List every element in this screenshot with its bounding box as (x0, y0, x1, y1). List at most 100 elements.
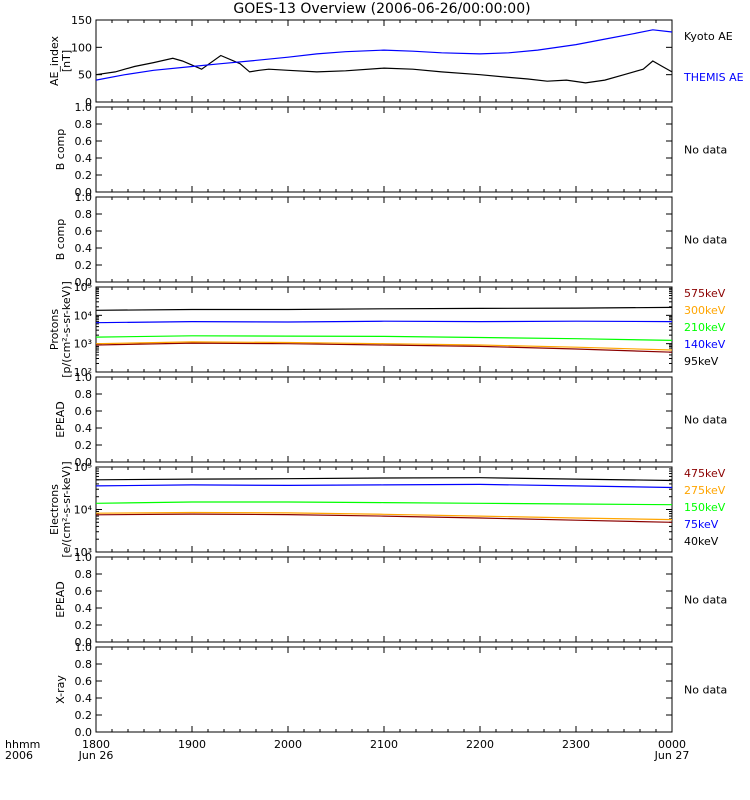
panel-frame (95, 196, 673, 283)
legend-entry: 300keV (684, 304, 726, 317)
y-tick-label: 10³ (74, 338, 92, 351)
panel-stack: 0 50 100 150 AE_index [nT] Kyoto AE THEMIS AE 0.… (48, 14, 744, 739)
y-tick-label: 0.0 (75, 456, 93, 469)
panel-nodata-2: 0.0 0.2 0.4 0.6 0.8 1.0 B comp No data (54, 101, 727, 199)
x-tick-date-label: Jun 26 (78, 749, 114, 762)
no-data-note: No data (684, 414, 727, 427)
panel-nodata-8: 0.0 0.2 0.4 0.6 0.8 1.0 X-ray No data (54, 641, 727, 739)
y-tick-label: 0.0 (75, 726, 93, 739)
panel-frame (95, 376, 673, 463)
y-tick-label: 0.8 (75, 208, 93, 221)
no-data-note: No data (684, 234, 727, 247)
panel-electrons-6: 10³ 10⁴ 10⁵ Electrons [e/(cm²-s-sr-keV)] 475k… (48, 461, 726, 559)
series-line-95kev (95, 306, 673, 311)
y-axis-label: B comp (54, 219, 67, 261)
legend-entry: 75keV (684, 518, 719, 531)
y-tick-label: 0.8 (75, 568, 93, 581)
no-data-note: No data (684, 144, 727, 157)
y-tick-label: 1.0 (75, 371, 93, 384)
panel-frame (95, 646, 673, 733)
series-line-300kev (95, 341, 673, 351)
y-tick-label: 0.2 (75, 619, 93, 632)
y-tick-label: 100 (71, 41, 92, 54)
legend-entry: 140keV (684, 338, 726, 351)
y-tick-label: 0.8 (75, 118, 93, 131)
x-tick-date-label: Jun 27 (654, 749, 690, 762)
x-tick-label: 0000 (658, 738, 686, 751)
y-tick-label: 0.0 (75, 186, 93, 199)
y-tick-label: 0.4 (75, 422, 93, 435)
x-axis-row1-label: hhmm (5, 738, 40, 751)
legend-entry: 575keV (684, 287, 726, 300)
y-axis-label: [nT] (60, 50, 73, 72)
legend-entry: 95keV (684, 355, 719, 368)
x-tick-label: 2000 (274, 738, 302, 751)
y-tick-label: 0 (85, 96, 92, 109)
series-line-150kev (95, 501, 673, 506)
y-tick-label: 0.8 (75, 388, 93, 401)
y-tick-label: 0.2 (75, 169, 93, 182)
legend-entry: 475keV (684, 467, 726, 480)
y-tick-label: 150 (71, 14, 92, 27)
y-tick-label: 0.6 (75, 675, 93, 688)
panel-nodata-5: 0.0 0.2 0.4 0.6 0.8 1.0 EPEAD No data (54, 371, 727, 469)
y-tick-label: 0.4 (75, 152, 93, 165)
legend-entry: 150keV (684, 501, 726, 514)
legend-entry: THEMIS AE (683, 71, 744, 84)
y-axis-label: EPEAD (54, 401, 67, 438)
y-axis-label: [p/(cm²-s-sr-keV)] (60, 281, 73, 378)
y-tick-label: 50 (78, 69, 92, 82)
series-line-kyoto-ae (95, 54, 673, 84)
x-tick-label: 2100 (370, 738, 398, 751)
y-axis-label: Protons (48, 309, 61, 350)
y-tick-label: 0.6 (75, 225, 93, 238)
y-tick-label: 0.0 (75, 636, 93, 649)
y-axis-label: B comp (54, 129, 67, 171)
y-axis-label: Electrons (48, 484, 61, 535)
panel-frame (95, 286, 673, 373)
y-tick-label: 10⁴ (74, 309, 93, 322)
panel-nodata-3: 0.0 0.2 0.4 0.6 0.8 1.0 B comp No data (54, 191, 727, 289)
y-tick-label: 10⁵ (74, 281, 92, 294)
y-tick-label: 1.0 (75, 191, 93, 204)
y-tick-label: 0.6 (75, 405, 93, 418)
y-axis-label: AE_index (48, 35, 61, 86)
y-tick-label: 0.2 (75, 259, 93, 272)
y-tick-label: 0.4 (75, 242, 93, 255)
y-axis-label: X-ray (54, 675, 67, 704)
y-tick-label: 0.8 (75, 658, 93, 671)
series-line-75kev (95, 483, 673, 489)
y-tick-label: 0.2 (75, 439, 93, 452)
y-tick-label: 10⁴ (74, 504, 93, 517)
panel-nodata-7: 0.0 0.2 0.4 0.6 0.8 1.0 EPEAD No data (54, 551, 727, 649)
y-tick-label: 10² (74, 366, 92, 379)
legend-entry: 210keV (684, 321, 726, 334)
no-data-note: No data (684, 594, 727, 607)
panel-protons-4: 10² 10³ 10⁴ 10⁵ Protons [p/(cm²-s-sr-keV)] 575… (48, 281, 726, 379)
y-tick-label: 1.0 (75, 101, 93, 114)
y-tick-label: 0.0 (75, 276, 93, 289)
y-tick-label: 0.4 (75, 692, 93, 705)
y-tick-label: 1.0 (75, 551, 93, 564)
y-tick-label: 0.2 (75, 709, 93, 722)
legend-entry: 40keV (684, 535, 719, 548)
x-tick-label: 1800 (82, 738, 110, 751)
x-axis-row2-label: 2006 (5, 749, 33, 762)
no-data-note: No data (684, 684, 727, 697)
y-tick-label: 0.6 (75, 135, 93, 148)
series-line-themis-ae (95, 29, 673, 81)
y-tick-label: 10³ (74, 546, 92, 559)
y-axis-label: EPEAD (54, 581, 67, 618)
y-axis-label: [e/(cm²-s-sr-keV)] (60, 461, 73, 557)
y-tick-label: 0.4 (75, 602, 93, 615)
x-tick-label: 1900 (178, 738, 206, 751)
series-line-475kev (95, 513, 673, 523)
x-tick-label: 2200 (466, 738, 494, 751)
series-line-210kev (95, 335, 673, 341)
legend-entry: 275keV (684, 484, 726, 497)
panel-frame (95, 106, 673, 193)
y-tick-label: 0.6 (75, 585, 93, 598)
y-tick-label: 10⁵ (74, 461, 92, 474)
